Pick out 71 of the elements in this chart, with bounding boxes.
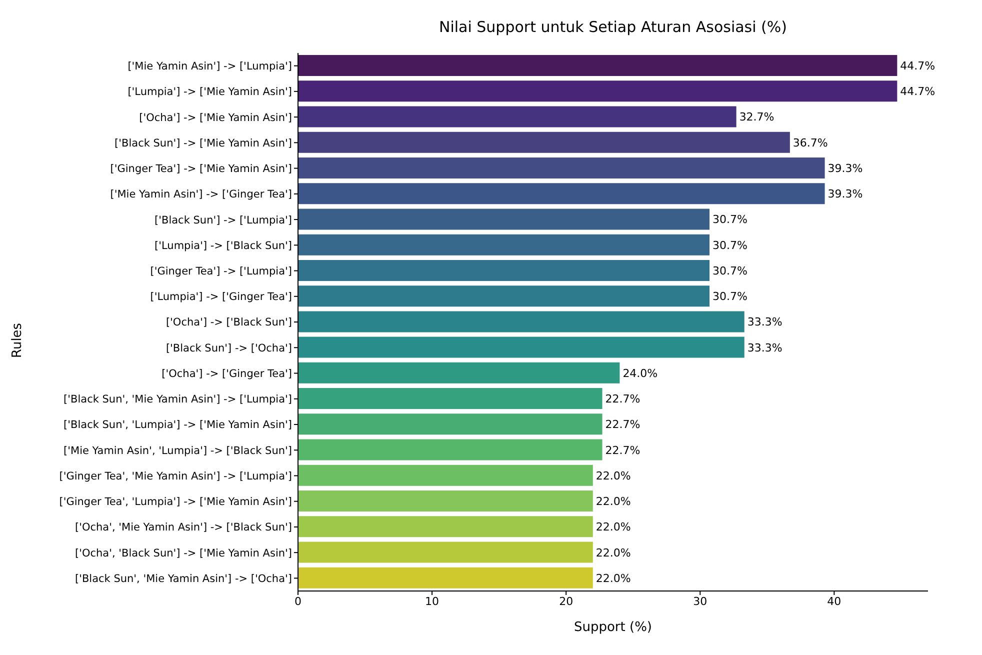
y-tick-label: ['Ginger Tea', 'Mie Yamin Asin'] -> ['Lumpia']	[59, 470, 292, 482]
bar	[298, 311, 744, 332]
data-label: 30.7%	[712, 238, 748, 252]
y-tick-label: ['Lumpia'] -> ['Mie Yamin Asin']	[128, 86, 292, 98]
bar	[298, 55, 898, 76]
y-tick-label: ['Ocha'] -> ['Black Sun']	[166, 316, 292, 329]
data-label: 30.7%	[712, 213, 748, 226]
data-label: 22.7%	[605, 444, 640, 457]
data-label: 33.3%	[747, 341, 782, 354]
y-axis-title: Rules	[10, 322, 25, 358]
y-tick-label: ['Mie Yamin Asin', 'Lumpia'] -> ['Black Sun']	[64, 444, 292, 457]
x-tick-label: 40	[827, 594, 842, 608]
bar	[298, 414, 602, 435]
y-tick-label: ['Black Sun'] -> ['Lumpia']	[154, 214, 292, 226]
bar	[298, 286, 710, 307]
x-tick-label: 10	[425, 594, 440, 608]
data-label: 22.0%	[596, 520, 631, 534]
bar	[298, 208, 710, 230]
bar	[298, 464, 593, 486]
bar	[298, 183, 825, 204]
y-tick-label: ['Black Sun', 'Mie Yamin Asin'] -> ['Lumpia']	[64, 394, 292, 406]
data-label: 24.0%	[622, 366, 658, 380]
y-tick-label: ['Black Sun'] -> ['Ocha']	[166, 342, 292, 354]
data-label: 32.7%	[739, 110, 774, 124]
bar	[298, 388, 602, 410]
x-tick-label: 0	[294, 594, 302, 608]
y-tick-label: ['Black Sun', 'Lumpia'] -> ['Mie Yamin Asin']	[64, 419, 292, 432]
chart-title: Nilai Support untuk Setiap Aturan Asosiasi (%)	[438, 18, 788, 36]
bar	[298, 132, 790, 153]
data-label: 44.7%	[900, 85, 936, 98]
data-label: 22.7%	[605, 418, 640, 432]
y-tick-label: ['Ginger Tea'] -> ['Lumpia']	[150, 265, 292, 278]
data-label: 44.7%	[900, 60, 936, 72]
data-label: 33.3%	[747, 316, 782, 329]
y-tick-label: ['Ocha'] -> ['Mie Yamin Asin']	[139, 112, 292, 124]
x-tick-label: 20	[559, 594, 574, 608]
data-label: 36.7%	[792, 136, 828, 150]
data-label: 22.0%	[596, 469, 631, 482]
bar	[298, 106, 736, 128]
bar	[298, 362, 620, 384]
data-label: 22.0%	[596, 572, 631, 585]
y-tick-label: ['Ginger Tea', 'Lumpia'] -> ['Mie Yamin Asin']	[59, 496, 292, 508]
bar	[298, 439, 602, 460]
y-tick-label: ['Lumpia'] -> ['Black Sun']	[154, 240, 292, 252]
y-tick-label: ['Ocha', 'Black Sun'] -> ['Mie Yamin Asin']	[74, 547, 292, 560]
bar	[298, 157, 825, 178]
data-label: 22.7%	[605, 392, 640, 406]
x-axis-title: Support (%)	[572, 620, 654, 635]
bar	[298, 542, 593, 563]
bar	[298, 490, 593, 512]
y-tick-label: ['Lumpia'] -> ['Ginger Tea']	[150, 291, 292, 304]
bar	[298, 516, 593, 538]
y-tick-label: ['Ocha', 'Mie Yamin Asin'] -> ['Black Sun']	[74, 522, 292, 534]
y-tick-label: ['Black Sun', 'Mie Yamin Asin'] -> ['Ocha']	[74, 572, 292, 585]
bar	[298, 260, 710, 281]
data-label: 30.7%	[712, 290, 748, 304]
data-label: 22.0%	[596, 495, 631, 508]
bar	[298, 567, 593, 588]
bar	[298, 336, 744, 358]
bar	[298, 234, 710, 256]
data-label: 30.7%	[712, 264, 748, 278]
y-tick-label: ['Ocha'] -> ['Ginger Tea']	[162, 368, 292, 380]
data-label: 22.0%	[596, 546, 631, 560]
data-label: 39.3%	[828, 188, 863, 201]
y-tick-label: ['Mie Yamin Asin'] -> ['Lumpia']	[128, 60, 292, 73]
x-tick-label: 30	[693, 594, 708, 608]
data-label: 39.3%	[828, 162, 863, 175]
bar	[298, 80, 898, 102]
y-tick-label: ['Black Sun'] -> ['Mie Yamin Asin']	[114, 137, 292, 150]
y-tick-label: ['Mie Yamin Asin'] -> ['Ginger Tea']	[110, 188, 292, 201]
y-tick-label: ['Ginger Tea'] -> ['Mie Yamin Asin']	[110, 163, 292, 176]
